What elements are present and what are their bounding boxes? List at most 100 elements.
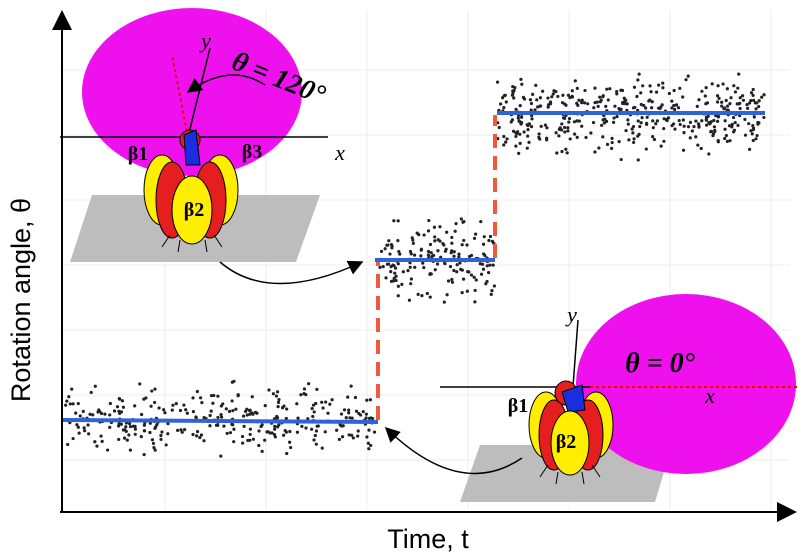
noise-dot: [108, 401, 112, 406]
noise-dot: [396, 284, 400, 288]
noise-dot: [91, 413, 95, 417]
noise-dot: [230, 422, 234, 426]
noise-dot: [705, 101, 710, 105]
noise-dot: [228, 431, 233, 435]
noise-dot: [155, 423, 159, 427]
noise-dot: [454, 222, 458, 226]
noise-dot: [148, 430, 152, 435]
noise-dot: [695, 104, 699, 108]
noise-dot: [681, 95, 685, 99]
noise-dot: [89, 390, 93, 395]
noise-dot: [529, 108, 533, 112]
noise-dot: [554, 90, 558, 94]
noise-dot: [700, 89, 704, 93]
noise-dot: [452, 268, 456, 273]
noise-dot: [77, 431, 81, 435]
noise-dot: [124, 425, 128, 429]
noise-dot: [162, 408, 166, 412]
noise-dot: [741, 94, 745, 98]
noise-dot: [200, 401, 204, 405]
noise-dot: [393, 266, 398, 270]
noise-dot: [670, 106, 674, 110]
noise-dot: [741, 98, 746, 102]
noise-dot: [388, 252, 392, 256]
noise-dot: [397, 249, 401, 254]
noise-dot: [88, 412, 92, 416]
noise-dot: [410, 236, 414, 240]
noise-dot: [306, 417, 310, 421]
noise-dot: [208, 413, 212, 418]
noise-dot: [250, 395, 254, 399]
noise-dot: [151, 441, 156, 446]
noise-dot: [396, 219, 400, 223]
noise-dot: [597, 146, 601, 150]
noise-dot: [328, 402, 332, 406]
noise-dot: [621, 100, 625, 105]
noise-dot: [171, 403, 175, 407]
noise-dot: [184, 408, 188, 412]
noise-dot: [366, 441, 370, 445]
noise-dot: [677, 118, 681, 123]
noise-dot: [277, 397, 281, 402]
noise-dot: [504, 140, 508, 144]
noise-dot: [178, 408, 183, 413]
noise-dot: [735, 102, 739, 106]
noise-dot: [257, 429, 261, 433]
noise-dot: [651, 126, 655, 130]
noise-dot: [314, 401, 318, 406]
noise-dot: [732, 84, 736, 88]
noise-dot: [530, 117, 534, 121]
noise-dot: [673, 127, 677, 131]
noise-dot: [166, 432, 170, 436]
noise-dot: [699, 146, 703, 151]
noise-dot: [730, 125, 734, 129]
noise-dot: [133, 432, 137, 436]
noise-dot: [344, 415, 348, 420]
noise-dot: [438, 225, 442, 229]
noise-dot: [448, 264, 453, 269]
noise-dot: [312, 410, 316, 414]
noise-dot: [219, 415, 224, 419]
noise-dot: [582, 101, 587, 105]
noise-dot: [304, 426, 308, 430]
noise-dot: [273, 424, 277, 428]
noise-dot: [715, 100, 720, 104]
noise-dot: [138, 382, 142, 386]
noise-dot: [550, 95, 554, 99]
noise-dot: [466, 270, 470, 274]
y-axis-symbol: y: [565, 302, 577, 327]
noise-dot: [71, 402, 75, 406]
noise-dot: [617, 140, 621, 144]
noise-dot: [557, 127, 561, 131]
noise-dot: [485, 264, 489, 268]
noise-dot: [644, 147, 648, 151]
noise-dot: [426, 229, 431, 233]
noise-dot: [639, 121, 643, 125]
noise-dot: [526, 123, 530, 128]
noise-dot: [723, 119, 727, 123]
noise-dot: [152, 400, 157, 405]
noise-dot: [416, 292, 420, 296]
noise-dot: [662, 126, 666, 131]
noise-dot: [546, 105, 550, 109]
noise-dot: [678, 122, 682, 127]
noise-dot: [112, 409, 117, 413]
noise-dot: [241, 441, 245, 445]
noise-dot: [654, 122, 658, 126]
noise-dot: [566, 126, 570, 130]
noise-dot: [127, 422, 132, 426]
noise-dot: [185, 411, 189, 415]
noise-dot: [265, 430, 269, 434]
noise-dot: [429, 251, 433, 255]
noise-dot: [738, 96, 742, 100]
noise-dot: [367, 447, 371, 451]
noise-dot: [443, 262, 447, 266]
noise-dot: [662, 139, 666, 143]
noise-dot: [755, 133, 759, 138]
noise-dot: [696, 122, 701, 126]
noise-dot: [356, 434, 360, 438]
noise-dot: [312, 438, 316, 442]
noise-dot: [651, 135, 655, 139]
noise-dot: [603, 117, 607, 121]
noise-dot: [534, 83, 538, 87]
